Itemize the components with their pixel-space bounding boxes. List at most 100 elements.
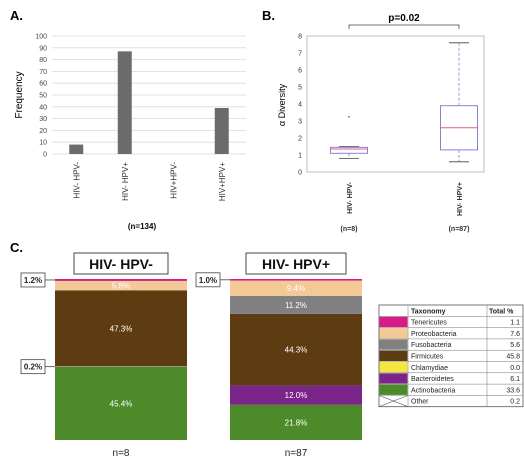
y-tick-label-70: 70 — [39, 69, 47, 76]
panel-b-boxes — [330, 42, 478, 163]
segment-hiv-hpv-tenericutes — [55, 279, 187, 281]
legend-header-total: Total % — [489, 308, 514, 315]
panel-c: C. 45.4% 47.3% 5.8% 21.8% 12.0% 44.3% 11.2% 9.4… — [10, 240, 524, 459]
c-sample-size-hiv-hpv: n=8 — [113, 448, 130, 459]
panel-c-callouts: 1.2% 0.2% 1.0% — [20, 272, 230, 375]
segment-hiv-hpv-proteobacteria — [230, 280, 362, 296]
x-tick-label-hiv-hpv: HIV+HPV+ — [218, 162, 227, 201]
b-y-tick-label-7: 7 — [298, 51, 302, 58]
y-tick-label-50: 50 — [39, 93, 47, 100]
y-tick-label-90: 90 — [39, 45, 47, 52]
y-tick-label-60: 60 — [39, 81, 47, 88]
segment-label-hiv-hpv-proteobacteria: 9.4% — [287, 284, 305, 293]
legend-swatch-chlamydiae — [379, 362, 408, 373]
legend-name-proteobacteria: Proteobacteria — [411, 331, 457, 338]
segment-hiv-hpv-firmicutes — [55, 290, 187, 367]
significance-bracket-line — [348, 24, 460, 29]
box-hiv-hpv — [330, 146, 368, 154]
b-sample-size-hiv-hpv: (n=8) — [341, 226, 358, 233]
legend-value-chlamydiae: 0.0 — [510, 365, 520, 372]
panel-a-sample-size: (n=134) — [128, 222, 157, 231]
bar-hiv-hpv — [69, 144, 84, 154]
panel-b-plot-frame — [306, 35, 485, 173]
bar-hiv-hpv — [214, 107, 229, 154]
b-x-tick-label-hiv-hpv: HIV- HPV- — [347, 181, 354, 214]
callout-label-hiv-hpv-other: 0.2% — [24, 363, 42, 372]
legend-value-actinobacteria: 33.6 — [506, 387, 520, 394]
panel-b-sample-sizes: (n=8) (n=87) — [341, 226, 470, 233]
panel-c-stacked-bars: 45.4% 47.3% 5.8% 21.8% 12.0% 44.3% 11.2% 9.4% — [55, 279, 362, 440]
bar-title-hiv-hpv: HIV- HPV- — [89, 256, 153, 272]
legend-value-firmicutes: 45.8 — [506, 354, 520, 361]
legend-name-actinobacteria: Actinobacteria — [411, 387, 455, 394]
callout-label-hiv-hpv-tenericutes: 1.0% — [199, 276, 217, 285]
b-y-tick-label-1: 1 — [298, 153, 302, 160]
y-tick-label-100: 100 — [35, 34, 47, 41]
panel-a-y-ticks: 0 10 20 30 40 50 60 70 80 90 100 — [35, 34, 47, 159]
panel-a-label: A. — [10, 8, 23, 23]
b-y-tick-label-8: 8 — [298, 34, 302, 41]
callout-label-hiv-hpv-tenericutes: 1.2% — [24, 276, 42, 285]
c-sample-size-hiv-hpv: n=87 — [285, 448, 308, 459]
x-tick-label-hiv-hpv: HIV+HPV- — [169, 162, 178, 199]
panel-a-gridlines — [52, 35, 246, 155]
y-tick-label-10: 10 — [39, 140, 47, 147]
panel-c-bar-titles: HIV- HPV- HIV- HPV+ — [73, 252, 347, 275]
legend-swatch-other-b — [378, 395, 409, 407]
legend-header-taxonomy: Taxonomy — [411, 308, 446, 315]
legend-value-bacteroidetes: 6.1 — [510, 376, 520, 383]
segment-hiv-hpv-proteobacteria — [55, 280, 187, 291]
segment-label-hiv-hpv-firmicutes: 47.3% — [110, 324, 133, 333]
y-tick-label-30: 30 — [39, 116, 47, 123]
segment-hiv-hpv-fusobacteria — [230, 295, 362, 314]
legend-swatch-bacteroidetes — [379, 373, 408, 384]
x-tick-label-hiv-hpv: HIV- HPV- — [72, 162, 81, 199]
bar-title-box-hiv-hpv — [73, 252, 169, 275]
legend-value-other: 0.2 — [510, 399, 520, 406]
legend-value-fusobacteria: 5.6 — [510, 342, 520, 349]
segment-hiv-hpv-tenericutes — [230, 279, 362, 281]
panel-a-y-axis-label: Frequency — [14, 71, 25, 118]
y-tick-label-80: 80 — [39, 57, 47, 64]
segment-hiv-hpv-actinobacteria — [55, 366, 187, 440]
b-y-tick-label-3: 3 — [298, 119, 302, 126]
segment-hiv-hpv-actinobacteria — [230, 404, 362, 440]
legend-swatch-fusobacteria — [379, 339, 408, 350]
y-tick-label-0: 0 — [43, 152, 47, 159]
b-y-tick-label-5: 5 — [298, 85, 302, 92]
panel-a-x-labels: HIV- HPV- HIV- HPV+ HIV+HPV- HIV+HPV+ — [72, 162, 227, 201]
taxonomy-legend-table: Taxonomy Total % Tenericutes 1.1 Proteobacte… — [378, 304, 524, 408]
legend-name-fusobacteria: Fusobacteria — [411, 342, 452, 349]
panel-b: B. 0 1 2 3 4 5 6 7 8 HIV- HPV- HIV- HPV+ α Divers… — [262, 8, 485, 233]
legend-name-firmicutes: Firmicutes — [411, 354, 444, 361]
legend-name-bacteroidetes: Bacteroidetes — [411, 376, 454, 383]
panel-a-bars — [69, 51, 229, 155]
segment-label-hiv-hpv-firmicutes: 44.3% — [285, 346, 308, 355]
legend-value-proteobacteria: 7.6 — [510, 331, 520, 338]
segment-label-hiv-hpv-actinobacteria: 21.8% — [285, 418, 308, 427]
b-x-tick-label-hiv-hpv: HIV- HPV+ — [457, 182, 464, 216]
x-tick-label-hiv-hpv: HIV- HPV+ — [121, 162, 130, 201]
p-value-label: p=0.02 — [388, 13, 420, 24]
outlier-hiv-hpv-0 — [348, 115, 350, 118]
panel-b-x-labels: HIV- HPV- HIV- HPV+ — [347, 181, 464, 216]
b-y-tick-label-6: 6 — [298, 68, 302, 75]
segment-label-hiv-hpv-bacteroidetes: 12.0% — [285, 391, 308, 400]
panel-b-y-ticks: 0 1 2 3 4 5 6 7 8 — [298, 34, 302, 177]
y-tick-label-40: 40 — [39, 104, 47, 111]
segment-hiv-hpv-bacteroidetes — [230, 385, 362, 405]
bar-title-box-hiv-hpv — [245, 252, 347, 275]
legend-value-tenericutes: 1.1 — [510, 320, 520, 327]
b-y-tick-label-2: 2 — [298, 136, 302, 143]
bar-title-hiv-hpv: HIV- HPV+ — [262, 256, 330, 272]
segment-label-hiv-hpv-actinobacteria: 45.4% — [110, 399, 133, 408]
panel-c-label: C. — [10, 240, 23, 255]
segment-label-hiv-hpv-proteobacteria: 5.8% — [112, 282, 130, 291]
b-y-tick-label-4: 4 — [298, 102, 302, 109]
legend-name-chlamydiae: Chlamydiae — [411, 365, 448, 372]
segment-label-hiv-hpv-fusobacteria: 11.2% — [285, 301, 307, 310]
b-sample-size-hiv-hpv: (n=87) — [449, 226, 470, 233]
legend-name-other: Other — [411, 399, 429, 406]
